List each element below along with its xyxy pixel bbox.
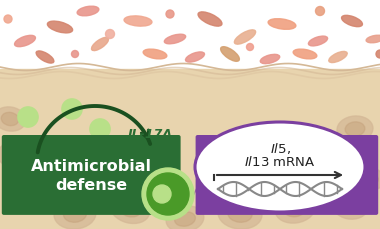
Ellipse shape [0, 107, 26, 132]
Ellipse shape [5, 147, 25, 161]
Ellipse shape [101, 151, 139, 177]
Ellipse shape [315, 8, 325, 16]
Ellipse shape [185, 53, 204, 63]
Ellipse shape [331, 189, 369, 219]
Ellipse shape [228, 206, 252, 222]
Ellipse shape [269, 152, 291, 167]
Ellipse shape [62, 100, 82, 120]
Ellipse shape [17, 191, 38, 207]
Ellipse shape [221, 47, 239, 62]
Ellipse shape [284, 201, 306, 217]
Ellipse shape [90, 120, 110, 139]
Ellipse shape [14, 36, 35, 47]
Text: $\it{Il5}$,: $\it{Il5}$, [269, 140, 290, 155]
Ellipse shape [321, 148, 359, 174]
Text: $\it{Il13}$ mRNA: $\it{Il13}$ mRNA [244, 154, 316, 168]
Ellipse shape [268, 20, 296, 30]
Ellipse shape [293, 50, 317, 60]
Ellipse shape [71, 51, 79, 58]
Ellipse shape [147, 173, 189, 215]
Ellipse shape [142, 168, 194, 220]
Ellipse shape [198, 13, 222, 27]
Ellipse shape [110, 157, 130, 172]
Ellipse shape [36, 52, 54, 64]
Ellipse shape [309, 37, 328, 47]
Text: IL-17A: IL-17A [128, 128, 173, 141]
Ellipse shape [234, 31, 256, 45]
Ellipse shape [18, 108, 38, 128]
Ellipse shape [45, 145, 85, 173]
Ellipse shape [0, 141, 32, 167]
Ellipse shape [119, 201, 141, 217]
FancyBboxPatch shape [196, 135, 378, 215]
Ellipse shape [92, 38, 109, 51]
Ellipse shape [340, 196, 360, 213]
Ellipse shape [63, 206, 87, 222]
Ellipse shape [164, 35, 186, 45]
Ellipse shape [166, 11, 174, 19]
Ellipse shape [260, 55, 280, 64]
Ellipse shape [77, 7, 99, 17]
Ellipse shape [54, 152, 76, 167]
Ellipse shape [9, 185, 47, 213]
Ellipse shape [12, 139, 32, 159]
Ellipse shape [275, 195, 315, 223]
Ellipse shape [54, 199, 96, 229]
Ellipse shape [4, 16, 12, 24]
Ellipse shape [376, 51, 380, 59]
Ellipse shape [342, 16, 363, 27]
Ellipse shape [355, 168, 380, 190]
Text: Poised type 2
immunity: Poised type 2 immunity [225, 158, 348, 192]
Ellipse shape [48, 22, 73, 34]
Ellipse shape [55, 137, 75, 157]
Ellipse shape [1, 113, 19, 126]
Ellipse shape [362, 173, 378, 185]
FancyBboxPatch shape [2, 135, 180, 215]
Ellipse shape [329, 154, 350, 169]
Ellipse shape [366, 36, 380, 44]
Ellipse shape [329, 52, 347, 63]
Ellipse shape [166, 206, 204, 229]
Ellipse shape [124, 17, 152, 27]
Ellipse shape [259, 145, 301, 173]
Ellipse shape [110, 195, 150, 224]
Ellipse shape [247, 44, 253, 51]
Ellipse shape [143, 50, 167, 60]
Ellipse shape [218, 199, 262, 229]
Ellipse shape [106, 30, 114, 39]
Ellipse shape [153, 185, 171, 203]
Ellipse shape [195, 123, 365, 212]
Ellipse shape [175, 212, 195, 226]
Text: Antimicrobial
defense: Antimicrobial defense [31, 158, 152, 192]
Ellipse shape [345, 122, 365, 136]
Bar [0, 70, 380, 229]
Ellipse shape [337, 116, 373, 142]
